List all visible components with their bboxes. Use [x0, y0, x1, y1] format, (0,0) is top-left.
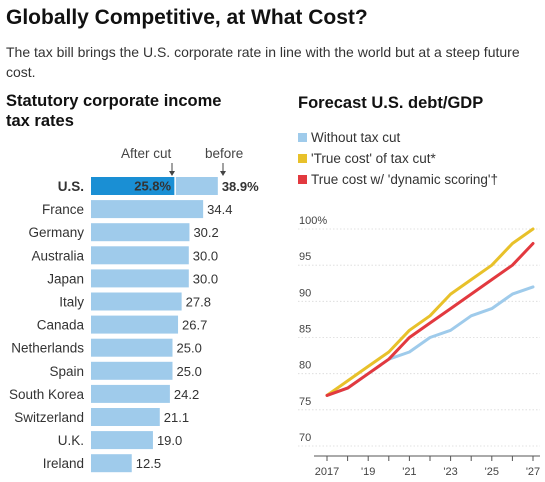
category-label-germany: Germany [28, 225, 84, 240]
category-label-ireland: Ireland [43, 456, 84, 471]
category-label-south-korea: South Korea [9, 387, 85, 402]
x-tick-label-2023: '23 [443, 466, 457, 478]
data-label-u-s: 38.9% [222, 179, 259, 194]
y-tick-label-90: 90 [299, 287, 311, 299]
x-tick-label-2027: '27 [526, 466, 540, 478]
y-tick-label-95: 95 [299, 251, 311, 263]
bar-france [91, 200, 204, 219]
data-label-us-after-cut: 25.8% [134, 179, 171, 194]
bar-switzerland [91, 408, 160, 426]
data-label-france: 34.4 [207, 202, 232, 217]
bar-u-k [91, 431, 153, 450]
category-label-japan: Japan [47, 271, 84, 286]
category-label-italy: Italy [59, 295, 84, 310]
bar-germany [91, 223, 190, 242]
y-tick-label-100: 100% [299, 215, 327, 227]
data-label-u-k: 19.0 [157, 433, 182, 448]
category-label-netherlands: Netherlands [11, 341, 84, 356]
legend-dynamic-scoring: True cost w/ 'dynamic scoring'† [298, 172, 498, 187]
legend-true-cost: 'True cost' of tax cut* [298, 151, 436, 166]
bar-netherlands [91, 338, 173, 357]
series-line-2 [325, 242, 535, 397]
series-line-1 [325, 227, 535, 397]
x-tick-label-2019: '19 [361, 466, 375, 478]
data-label-australia: 30.0 [193, 248, 218, 263]
legend-label-dynamic: True cost w/ 'dynamic scoring'† [311, 172, 498, 187]
bar-us-after-cut [91, 177, 176, 195]
category-label-france: France [42, 202, 84, 217]
legend-swatch-true-cost [298, 154, 307, 163]
legend-label-true-cost: 'True cost' of tax cut* [311, 151, 436, 166]
bar-ireland [91, 454, 132, 473]
before-annotation: before [205, 146, 244, 161]
page-subtitle: The tax bill brings the U.S. corporate r… [6, 44, 520, 80]
legend-label-without: Without tax cut [311, 130, 401, 145]
legend-without-tax-cut: Without tax cut [298, 130, 400, 145]
category-label-u-s: U.S. [58, 179, 84, 194]
legend-swatch-dynamic [298, 175, 307, 184]
data-label-south-korea: 24.2 [174, 387, 199, 402]
bar-italy [91, 292, 182, 311]
x-tick-label-2021: '21 [402, 466, 416, 478]
bar-australia [91, 246, 189, 265]
y-tick-label-85: 85 [299, 324, 311, 336]
bar-japan [91, 269, 189, 288]
legend-swatch-without [298, 133, 307, 142]
bar-south-korea [91, 384, 170, 403]
data-label-switzerland: 21.1 [164, 410, 189, 425]
y-tick-label-70: 70 [299, 432, 311, 444]
x-tick-label-2025: '25 [485, 466, 499, 478]
category-label-spain: Spain [49, 364, 84, 379]
data-label-spain: 25.0 [177, 364, 202, 379]
data-label-italy: 27.8 [186, 295, 211, 310]
category-label-switzerland: Switzerland [14, 410, 84, 425]
y-tick-label-75: 75 [299, 396, 311, 408]
category-label-australia: Australia [31, 248, 84, 263]
data-label-japan: 30.0 [193, 271, 218, 286]
page-title: Globally Competitive, at What Cost? [6, 6, 368, 29]
category-label-u-k: U.K. [58, 433, 84, 448]
bar-spain [91, 361, 173, 380]
data-label-ireland: 12.5 [136, 456, 161, 471]
data-label-canada: 26.7 [182, 318, 207, 333]
data-label-netherlands: 25.0 [177, 341, 202, 356]
y-tick-label-80: 80 [299, 360, 311, 372]
after-cut-arrow-head [169, 171, 175, 176]
before-arrow-head [220, 171, 226, 176]
after-cut-annotation: After cut [121, 146, 172, 161]
x-tick-label-2017: 2017 [315, 466, 339, 478]
bar-chart-title: Statutory corporate income tax rates [6, 92, 222, 130]
data-label-germany: 30.2 [193, 225, 218, 240]
line-chart-title: Forecast U.S. debt/GDP [298, 94, 484, 112]
category-label-canada: Canada [37, 318, 85, 333]
bar-canada [91, 315, 179, 334]
